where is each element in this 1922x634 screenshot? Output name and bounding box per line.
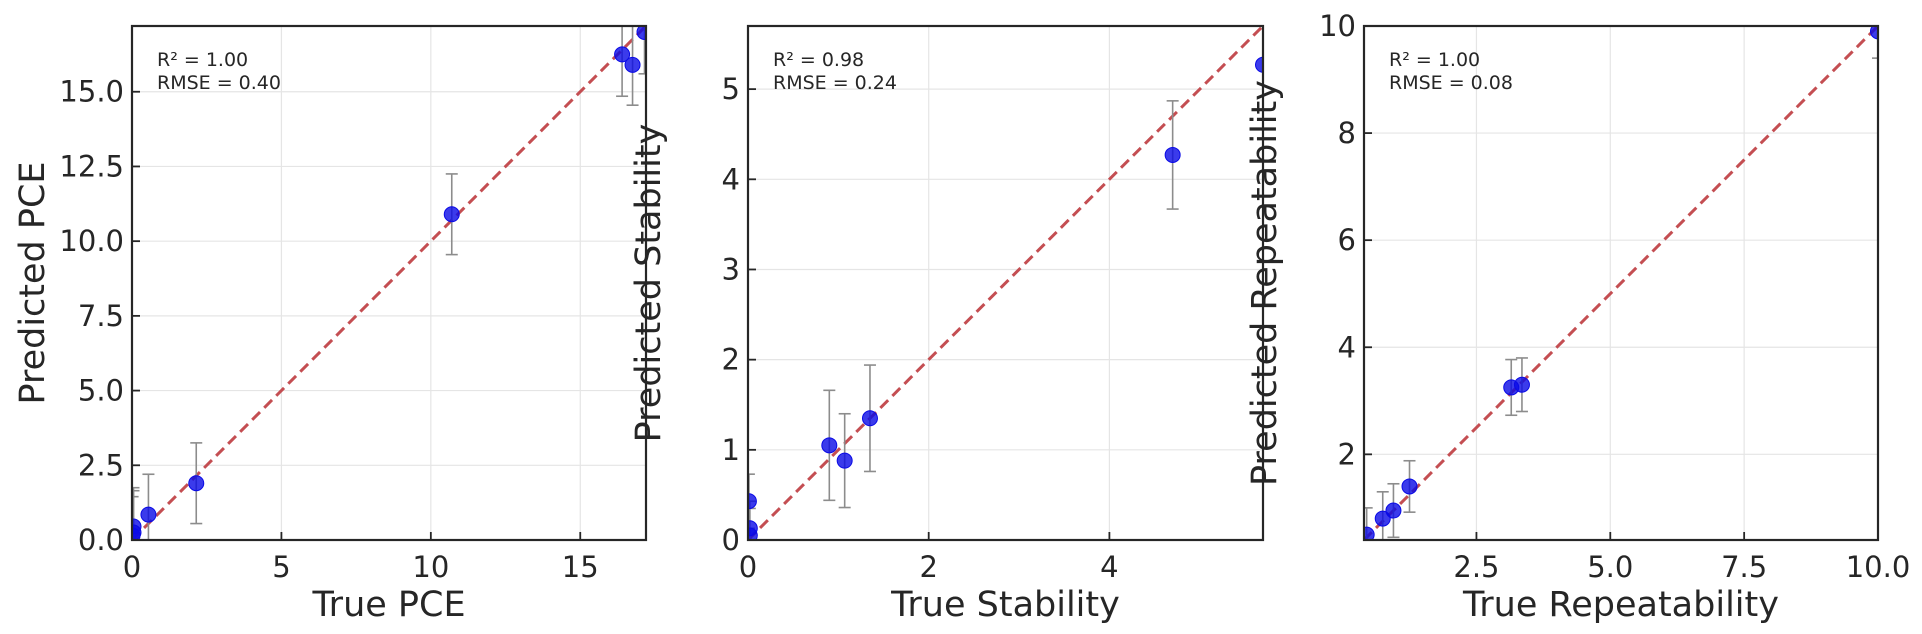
data-point	[624, 56, 641, 73]
data-point	[836, 452, 853, 469]
reference-line	[1364, 26, 1878, 540]
y-tick-label: 0.0	[78, 523, 124, 557]
reference-line	[748, 26, 1263, 540]
rmse-text: RMSE = 0.08	[1389, 72, 1513, 94]
data-point	[636, 26, 646, 40]
y-axis-label: Predicted Stability	[629, 124, 669, 443]
data-point	[1385, 502, 1402, 519]
plot-frame	[130, 24, 648, 542]
y-tick-label: 4	[722, 162, 740, 196]
data-point	[1870, 26, 1878, 40]
data-point	[614, 46, 631, 63]
x-axis-label: True Stability	[890, 585, 1120, 625]
data-point	[1364, 526, 1375, 540]
y-tick-label: 6	[1338, 223, 1356, 257]
data-point	[1374, 510, 1391, 527]
data-point	[140, 506, 157, 523]
y-tick-label: 4	[1338, 330, 1356, 364]
data-point	[748, 527, 758, 540]
plot-frame	[746, 24, 1265, 542]
data-point	[132, 524, 142, 540]
x-tick-label: 5.0	[1587, 550, 1633, 584]
y-tick-label: 7.5	[78, 299, 124, 333]
x-axis-label: True PCE	[311, 585, 465, 625]
x-tick-label: 7.5	[1721, 550, 1767, 584]
y-tick-label: 2.5	[78, 448, 124, 482]
chart-panel-1: 0 5 10 15 0.0 2.5 5.0 7.5 10.0 12.5 15.0 True PCE Pr…	[13, 24, 648, 625]
y-tick-label: 3	[722, 252, 740, 286]
y-tick-label: 1	[722, 433, 740, 467]
data-point	[1513, 376, 1530, 393]
x-axis-label: True Repeatability	[1462, 585, 1779, 625]
rmse-text: RMSE = 0.24	[773, 72, 897, 94]
x-tick-label: 10	[412, 550, 449, 584]
data-point	[1401, 478, 1418, 495]
x-tick-label: 4	[1100, 550, 1118, 584]
data-points	[1364, 26, 1878, 540]
y-tick-label: 0	[722, 523, 740, 557]
x-tick-label: 2.5	[1453, 550, 1499, 584]
y-tick-label: 10	[1319, 9, 1356, 43]
reference-line	[132, 26, 646, 540]
r-squared-text: R² = 0.98	[773, 49, 864, 71]
data-point	[443, 206, 460, 223]
chart-panel-2: 0 2 4 0 1 2 3 4 5 True Stability Predicted Stabili…	[629, 24, 1265, 625]
y-tick-label: 15.0	[59, 75, 124, 109]
data-point	[1255, 56, 1263, 73]
r-squared-text: R² = 1.00	[1389, 49, 1480, 71]
plot-frame	[1362, 24, 1880, 542]
data-point	[861, 410, 878, 427]
rmse-text: RMSE = 0.40	[157, 72, 281, 94]
data-point	[1164, 146, 1181, 163]
x-tick-label: 5	[272, 550, 290, 584]
x-tick-label: 2	[919, 550, 937, 584]
y-axis-label: Predicted Repeatability	[1245, 80, 1285, 486]
data-point	[821, 437, 838, 454]
y-tick-label: 12.5	[59, 149, 124, 183]
x-tick-label: 15	[562, 550, 599, 584]
r-squared-text: R² = 1.00	[157, 49, 248, 71]
y-tick-label: 2	[722, 343, 740, 377]
y-tick-label: 5.0	[78, 374, 124, 408]
y-tick-label: 10.0	[59, 224, 124, 258]
y-tick-label: 2	[1338, 437, 1356, 471]
chart-panel-3: 2.5 5.0 7.5 10.0 2 4 6 8 10 True Repeatability Pre…	[1245, 9, 1911, 625]
x-tick-label: 10.0	[1846, 550, 1911, 584]
data-point	[188, 475, 205, 492]
x-tick-label: 0	[123, 550, 141, 584]
y-tick-label: 5	[722, 72, 740, 106]
y-axis-label: Predicted PCE	[13, 161, 53, 404]
x-tick-label: 0	[739, 550, 757, 584]
y-tick-label: 8	[1338, 116, 1356, 150]
